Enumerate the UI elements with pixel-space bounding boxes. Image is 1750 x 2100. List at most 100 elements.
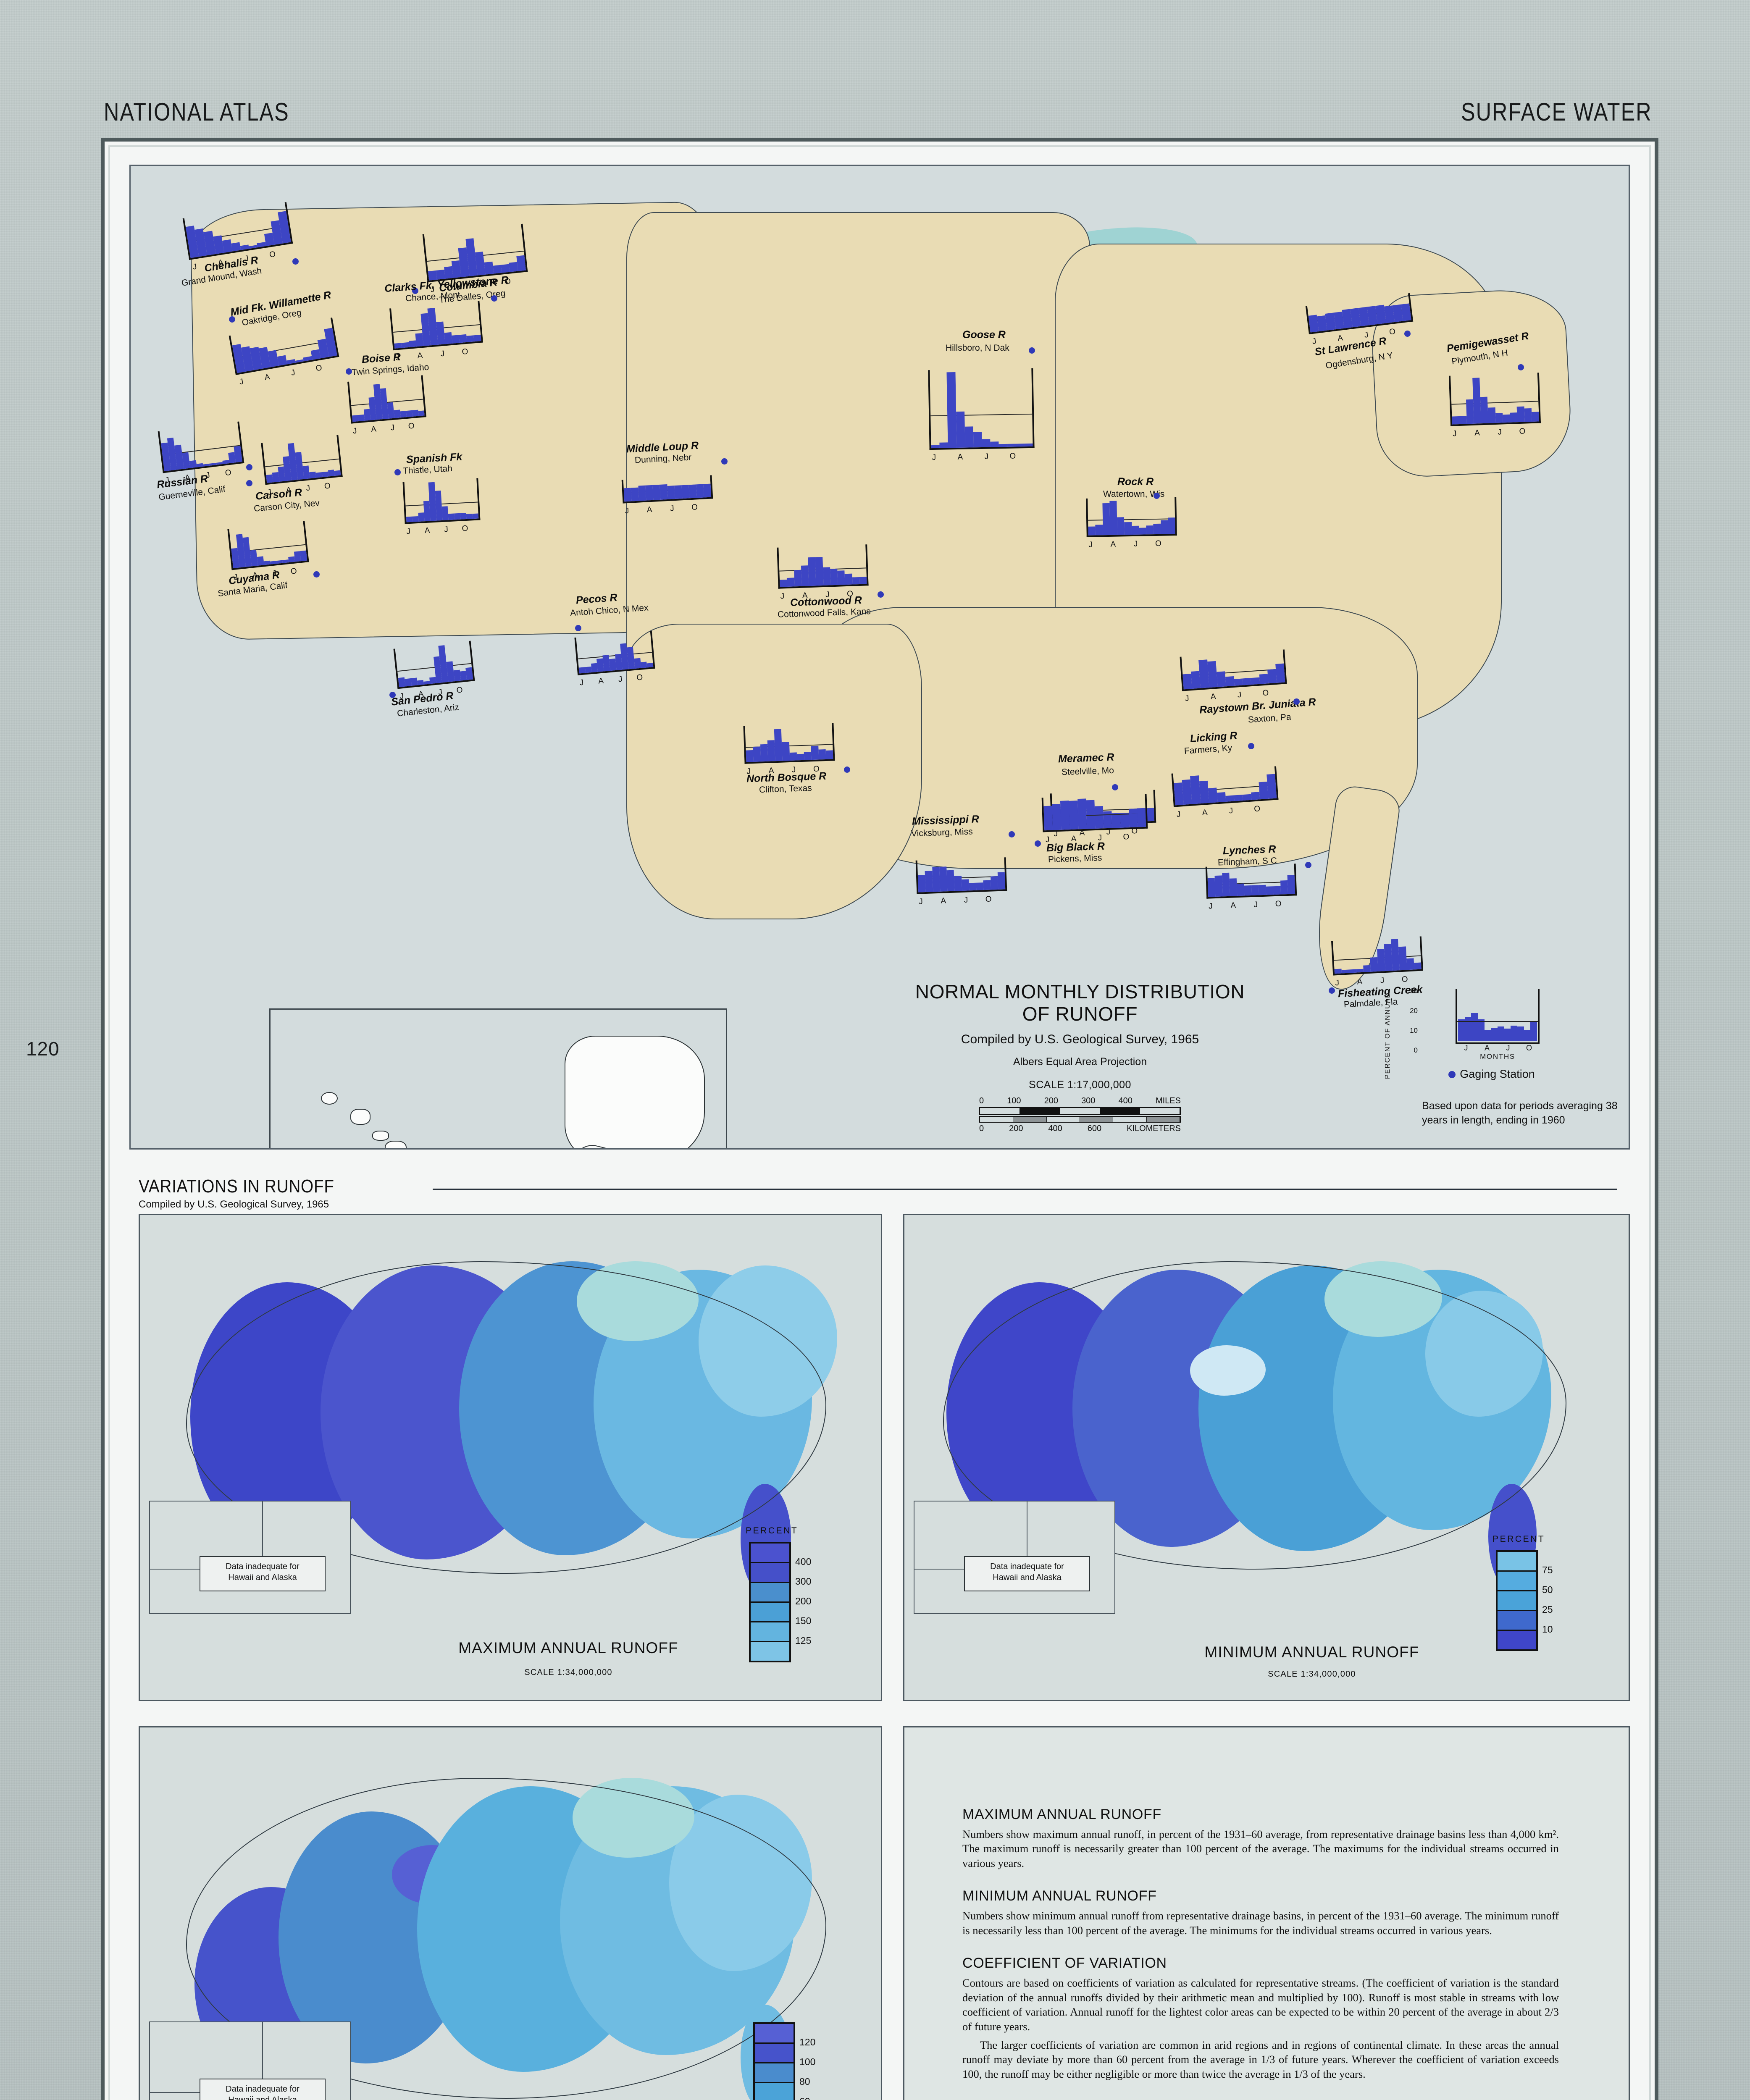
coefficient-of-variation-map[interactable]: Data inadequate for Hawaii and Alaska 12… <box>139 1726 882 2100</box>
gaging-station-dot <box>1293 698 1300 705</box>
running-head-right: SURFACE WATER <box>1461 98 1652 126</box>
gaging-station-dot <box>394 469 401 475</box>
section-paragraph-coefficient-2: The larger coefficients of variation are… <box>962 2038 1559 2080</box>
chart-bars <box>391 301 481 349</box>
inset-note-line1: Data inadequate for <box>226 2084 300 2094</box>
tick-km-200: 200 <box>1009 1124 1023 1133</box>
page-inner-frame <box>108 145 1651 2100</box>
scale-bar-miles <box>979 1107 1181 1115</box>
chart-bars <box>1043 794 1146 831</box>
max-legend-title: PERCENT <box>746 1526 799 1536</box>
inset-divider-vertical <box>262 2022 263 2092</box>
chart-bars <box>1333 937 1422 974</box>
scale-bar-kilometers <box>979 1116 1181 1123</box>
gaging-station-dot <box>246 464 252 470</box>
tick-300: 300 <box>1081 1096 1096 1105</box>
main-map-title-line1: NORMAL MONTHLY DISTRIBUTION <box>915 981 1245 1003</box>
section-paragraph-maximum: Numbers show maximum annual runoff, in p… <box>962 1828 1559 1869</box>
us-landmass-texas <box>626 624 922 919</box>
break-10: 10 <box>1542 1624 1553 1635</box>
main-map-footnote: Based upon data for periods averaging 38… <box>1422 1100 1618 1126</box>
chart-bars <box>263 435 341 483</box>
section-heading-minimum: MINIMUM ANNUAL RUNOFF <box>962 1888 1157 1904</box>
mtick-j: J <box>1464 1044 1468 1052</box>
gaging-station-dot <box>844 766 850 773</box>
min-panel-title: MINIMUM ANNUAL RUNOFF <box>1204 1643 1419 1661</box>
legend-y-ticks: 30 20 10 0 <box>1396 987 1418 1054</box>
inset-note-hawaii-alaska: Data inadequate for Hawaii and Alaska <box>200 2079 326 2100</box>
tick-unit-miles: MILES <box>1155 1096 1181 1105</box>
cov-inset-alaska-hawaii[interactable]: Data inadequate for Hawaii and Alaska <box>149 2021 351 2100</box>
text-section-maximum: MAXIMUM ANNUAL RUNOFF Numbers show maxim… <box>962 1806 1559 1870</box>
section-heading-maximum: MAXIMUM ANNUAL RUNOFF <box>962 1806 1161 1822</box>
minimum-annual-runoff-map[interactable]: Data inadequate for Hawaii and Alaska PE… <box>903 1214 1630 1701</box>
gaging-station-dot <box>1009 831 1015 837</box>
alaska-hawaii-inset[interactable]: Data inadequate for Hawaii and Alaska <box>269 1008 727 1148</box>
legend-gaging-label: Gaging Station <box>1460 1068 1535 1080</box>
break-200: 200 <box>795 1596 812 1606</box>
running-head-left: NATIONAL ATLAS <box>104 98 289 126</box>
inset-note-hawaii-alaska: Data inadequate for Hawaii and Alaska <box>964 1556 1090 1591</box>
gaging-station-dot <box>246 480 252 486</box>
main-map-scale-bar: 0 100 200 300 400 MILES 0 200 400 600 KI… <box>979 1096 1181 1134</box>
max-inset-alaska-hawaii[interactable]: Data inadequate for Hawaii and Alaska <box>149 1501 351 1614</box>
section-paragraph-minimum: Numbers show minimum annual runoff from … <box>962 1909 1559 1937</box>
mtick-j2: J <box>1506 1044 1510 1052</box>
inset-note-line2: Hawaii and Alaska <box>228 2095 297 2100</box>
tick-200: 200 <box>1044 1096 1058 1105</box>
min-panel-scale: SCALE 1:34,000,000 <box>1268 1670 1356 1679</box>
chart-bars <box>930 368 1033 449</box>
ytick-20: 20 <box>1410 1007 1418 1015</box>
mtick-a: A <box>1484 1044 1490 1052</box>
tick-km-0: 0 <box>979 1124 984 1133</box>
legend-x-axis-label: MONTHS <box>1480 1053 1515 1060</box>
station-location: Clifton, Texas <box>759 783 812 795</box>
gaging-station-dot <box>229 316 235 323</box>
station-name: Meramec R <box>1058 751 1114 765</box>
min-inset-alaska-hawaii[interactable]: Data inadequate for Hawaii and Alaska <box>914 1501 1115 1614</box>
cov-legend-swatches <box>753 2022 795 2100</box>
tick-unit-kilometers: KILOMETERS <box>1127 1124 1181 1133</box>
max-panel-title: MAXIMUM ANNUAL RUNOFF <box>458 1639 678 1656</box>
main-map-legend: PERCENT OF ANNUAL 30 20 10 0 J A J O MON… <box>1384 987 1563 1081</box>
tick-km-600: 600 <box>1087 1124 1102 1133</box>
text-section-minimum: MINIMUM ANNUAL RUNOFF Numbers show minim… <box>962 1888 1559 1937</box>
main-map-projection: Albers Equal Area Projection <box>1013 1055 1147 1068</box>
break-80: 80 <box>799 2076 810 2087</box>
maximum-annual-runoff-map[interactable]: Data inadequate for Hawaii and Alaska PE… <box>139 1214 882 1701</box>
text-section-coefficient: COEFFICIENT OF VARIATION Contours are ba… <box>962 1955 1559 2081</box>
max-panel-scale: SCALE 1:34,000,000 <box>524 1668 612 1677</box>
gaging-station-dot <box>412 288 418 294</box>
main-map-title-block: NORMAL MONTHLY DISTRIBUTION OF RUNOFF Co… <box>891 981 1269 1134</box>
gaging-station-dot <box>1154 493 1160 499</box>
station-name: Mississippi R <box>912 813 980 827</box>
chart-bars <box>1450 373 1539 425</box>
chart-bars <box>745 723 833 762</box>
tick-400: 400 <box>1118 1096 1133 1105</box>
inset-note-line2: Hawaii and Alaska <box>228 1573 297 1582</box>
gaging-station-dot <box>491 295 497 302</box>
break-100: 100 <box>799 2056 816 2067</box>
chart-bars <box>1207 864 1295 897</box>
chart-bars <box>229 521 307 569</box>
gaging-station-dot <box>389 692 396 698</box>
ytick-30: 30 <box>1410 987 1418 995</box>
break-150: 150 <box>795 1615 812 1626</box>
